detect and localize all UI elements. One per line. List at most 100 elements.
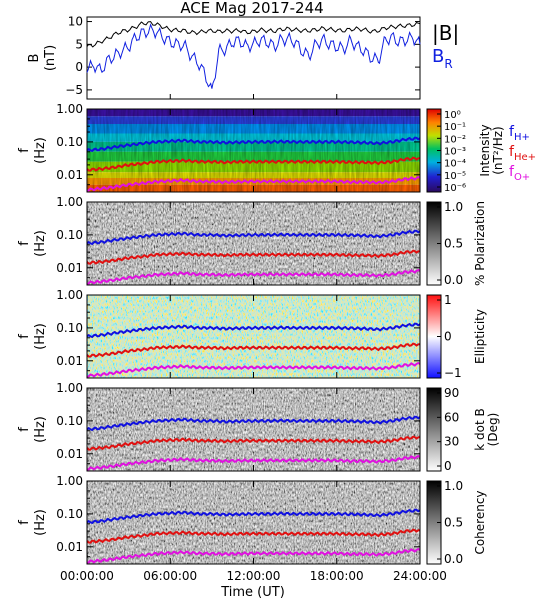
legend-magnitude: |B| bbox=[432, 21, 459, 45]
b-ytick-label: 5 bbox=[75, 37, 83, 51]
colorbar-tick-label: 10⁻⁴ bbox=[444, 159, 466, 170]
colorbar-tick-label: 60 bbox=[444, 410, 459, 424]
colorbar-tick-label: 10⁻⁵ bbox=[444, 171, 466, 182]
line-fh-ellipticity bbox=[86, 322, 421, 339]
freq-tick-label: 0.10 bbox=[56, 507, 83, 521]
k-dot-b-colorbar-unit: (Deg) bbox=[486, 413, 500, 447]
panel-ylabel-unit: (Hz) bbox=[33, 137, 48, 164]
x-tick-label: 12:00:00 bbox=[227, 569, 281, 583]
panel-ylabel-unit: (Hz) bbox=[33, 323, 48, 350]
line-fh-polarization bbox=[86, 229, 421, 246]
coherency-spectrogram bbox=[87, 481, 420, 564]
colorbar-tick-label: 0.0 bbox=[444, 273, 463, 287]
intensity-spectrogram bbox=[87, 109, 420, 192]
b-ytick-label: −5 bbox=[65, 83, 83, 97]
freq-tick-label: 0.01 bbox=[56, 261, 83, 275]
polarization-spectrogram bbox=[87, 202, 420, 285]
coherency-colorbar-label: Coherency bbox=[473, 490, 487, 554]
colorbar-tick-label: 0 bbox=[444, 459, 452, 473]
b-field-lines bbox=[86, 21, 421, 89]
b-ytick-label: 0 bbox=[75, 60, 83, 74]
panel-ylabel-f: f bbox=[17, 334, 32, 339]
b-field-ylabel-b: B bbox=[27, 54, 42, 63]
colorbar-tick-label: −1 bbox=[444, 366, 462, 380]
line-fhe-polarization bbox=[86, 249, 421, 265]
x-tick-label: 24:00:00 bbox=[393, 569, 447, 583]
freq-tick-label: 0.01 bbox=[56, 540, 83, 554]
spectral-panels: 1.000.100.01f (Hz)10⁰10⁻¹10⁻²10⁻³10⁻⁴10⁻⁵… bbox=[17, 102, 536, 566]
colorbar-tick-label: 0.5 bbox=[444, 237, 463, 251]
x-tick-label: 18:00:00 bbox=[310, 569, 364, 583]
freq-tick-label: 0.10 bbox=[56, 321, 83, 335]
line-fo-polarization bbox=[86, 268, 421, 285]
freq-tick-label: 0.01 bbox=[56, 447, 83, 461]
polarization-colorbar-label: % Polarization bbox=[473, 201, 487, 286]
freq-tick-label: 0.10 bbox=[56, 414, 83, 428]
series-line-b-magnitude bbox=[86, 21, 421, 48]
line-fh-coherency bbox=[86, 508, 421, 525]
freq-tick-label: 1.00 bbox=[56, 102, 83, 116]
line-fo-coherency bbox=[86, 547, 421, 564]
k-dot-b-spectrogram bbox=[87, 388, 420, 471]
k-dot-b-colorbar bbox=[426, 387, 442, 472]
freq-tick-label: 0.10 bbox=[56, 228, 83, 242]
colorbar-tick-label: 90 bbox=[444, 386, 459, 400]
panel-coherency: 1.00 0.10 0.01 f (Hz) 1.0 0.5 0.0 Coherency bbox=[17, 474, 487, 566]
ellipticity-colorbar-label: Ellipticity bbox=[473, 309, 487, 364]
colorbar-tick-label: 10⁰ bbox=[444, 110, 461, 121]
freq-tick-label: 1.00 bbox=[56, 474, 83, 488]
freq-tick-label: 0.01 bbox=[56, 354, 83, 368]
ellipticity-spectrogram bbox=[87, 295, 420, 378]
colorbar-tick-label: 10⁻² bbox=[444, 134, 466, 145]
legend-fh: fH+ bbox=[509, 124, 530, 143]
colorbar-tick-label: 10⁻⁶ bbox=[444, 183, 466, 194]
freq-tick-label: 1.00 bbox=[56, 195, 83, 209]
x-tick-label: 06:00:00 bbox=[143, 569, 197, 583]
colorbar-tick-label: 1 bbox=[444, 293, 452, 307]
line-fh-intensity bbox=[86, 136, 421, 153]
legend-fhe: fHe+ bbox=[509, 144, 536, 163]
panel-polarization: 1.00 0.10 0.01 f (Hz) 1.0 0.5 0.0 % Polarization bbox=[17, 195, 487, 287]
panel-k-dot-b: 1.00 0.10 0.01 f (Hz) 90 60 30 0 k dot B (Deg) bbox=[17, 381, 500, 473]
line-fo-ellipticity bbox=[86, 361, 421, 378]
k-dot-b-colorbar-label: k dot B bbox=[473, 408, 487, 450]
frequency-line-legend: fH+fHe+fO+ bbox=[509, 124, 536, 183]
panel-ylabel-f: f bbox=[17, 520, 32, 525]
panel-ylabel-f: f bbox=[17, 241, 32, 246]
colorbar-tick-label: 1.0 bbox=[444, 479, 463, 493]
b-field-ylabel-unit: (nT) bbox=[43, 45, 58, 71]
freq-tick-label: 0.01 bbox=[56, 168, 83, 182]
line-fo-k-dot-b bbox=[86, 454, 421, 471]
b-ytick-label: 10 bbox=[68, 15, 83, 29]
intensity-texture bbox=[87, 109, 420, 192]
line-fo-intensity bbox=[86, 175, 421, 192]
intensity-colorbar-label: Intensity bbox=[478, 124, 492, 176]
panel-ylabel-f: f bbox=[17, 427, 32, 432]
colorbar-tick-label: 10⁻¹ bbox=[444, 122, 466, 133]
colorbar-tick-label: 0.0 bbox=[444, 552, 463, 566]
colorbar-tick-label: 10⁻³ bbox=[444, 147, 466, 158]
intensity-colorbar-unit: (nT²/Hz) bbox=[491, 126, 505, 174]
x-tick-label: 00:00:00 bbox=[60, 569, 114, 583]
panel-ellipticity: 1.00 0.10 0.01 f (Hz) 1 0 −1 Ellipticity bbox=[17, 288, 487, 380]
b-field-frame bbox=[86, 16, 421, 100]
line-fhe-coherency bbox=[86, 528, 421, 544]
x-axis-label: Time (UT) bbox=[220, 585, 285, 600]
panel-ylabel-f: f bbox=[17, 148, 32, 153]
panel-ylabel-unit: (Hz) bbox=[33, 416, 48, 443]
colorbar-tick-label: 0.5 bbox=[444, 516, 463, 530]
colorbar-tick-label: 30 bbox=[444, 435, 459, 449]
legend-fo: fO+ bbox=[509, 164, 530, 183]
figure-title: ACE Mag 2017-244 bbox=[180, 0, 323, 17]
line-fh-k-dot-b bbox=[86, 415, 421, 432]
freq-tick-label: 0.10 bbox=[56, 135, 83, 149]
freq-tick-label: 1.00 bbox=[56, 288, 83, 302]
colorbar-tick-label: 1.0 bbox=[444, 200, 463, 214]
b-field-y-ticks: 10 5 0 −5 bbox=[65, 15, 420, 97]
freq-tick-label: 1.00 bbox=[56, 381, 83, 395]
x-axis: 00:00:00 06:00:00 12:00:00 18:00:00 24:00:00 bbox=[60, 94, 447, 583]
series-line-br bbox=[86, 23, 421, 89]
panel-ylabel-unit: (Hz) bbox=[33, 230, 48, 257]
colorbar-tick-label: 0 bbox=[444, 330, 452, 344]
